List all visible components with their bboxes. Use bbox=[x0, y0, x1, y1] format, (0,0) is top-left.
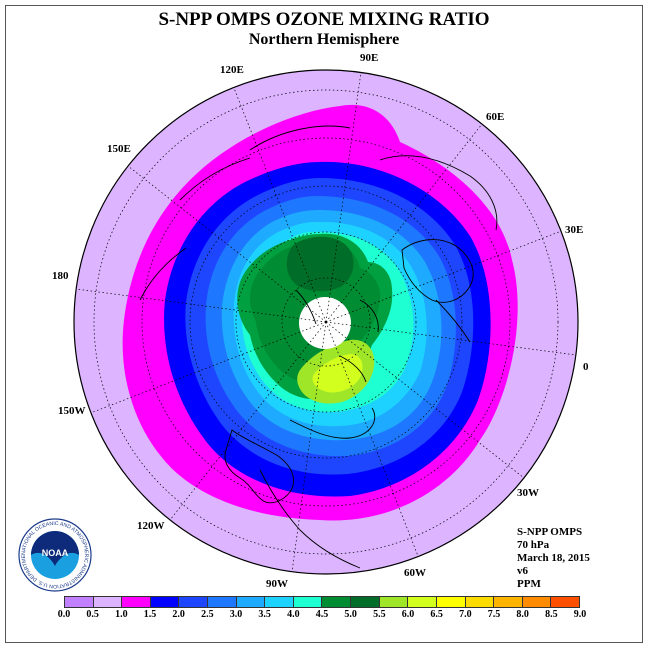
info-version: v6 bbox=[517, 565, 528, 577]
colorbar-cell bbox=[293, 597, 323, 607]
lon-label-60e: 60E bbox=[486, 111, 504, 123]
colorbar-tick-label: 4.5 bbox=[315, 609, 329, 620]
lon-label-150w: 150W bbox=[58, 405, 86, 417]
coastlines bbox=[139, 125, 498, 569]
lon-label-120w: 120W bbox=[137, 520, 165, 532]
colorbar-tick-label: 6.5 bbox=[430, 609, 443, 620]
meridian-lines bbox=[75, 71, 577, 573]
contour-5.5-6.0 bbox=[286, 236, 354, 292]
colorbar-cell bbox=[65, 597, 94, 607]
colorbar-tick-label: 6.0 bbox=[401, 609, 415, 620]
lon-label-90w: 90W bbox=[266, 578, 288, 590]
colorbar-cell bbox=[436, 597, 466, 607]
colorbar-tick-label: 1.5 bbox=[143, 609, 157, 620]
lon-label-120e: 120E bbox=[220, 64, 244, 76]
lon-label-90e: 90E bbox=[360, 52, 378, 64]
colorbar-tick-label: 9.0 bbox=[573, 609, 587, 620]
colorbar-cell bbox=[208, 597, 237, 607]
lon-label-180: 180 bbox=[52, 270, 69, 282]
colorbar-tick-label: 2.5 bbox=[201, 609, 214, 620]
colorbar bbox=[64, 596, 580, 608]
colorbar-cell bbox=[93, 597, 123, 607]
map-title: S-NPP OMPS OZONE MIXING RATIO bbox=[158, 9, 490, 30]
info-date: March 18, 2015 bbox=[517, 552, 590, 564]
lon-label-60w: 60W bbox=[404, 567, 426, 579]
colorbar-tick-label: 7.5 bbox=[487, 609, 501, 620]
colorbar-cell bbox=[379, 597, 409, 607]
colorbar-cell bbox=[322, 597, 352, 607]
colorbar-cell bbox=[150, 597, 180, 607]
colorbar-tick-label: 7.0 bbox=[459, 609, 472, 620]
info-instrument: S-NPP OMPS bbox=[517, 526, 583, 538]
colorbar-tick-label: 2.0 bbox=[172, 609, 185, 620]
colorbar-cell bbox=[494, 597, 523, 607]
lon-label-150e: 150E bbox=[107, 143, 131, 155]
colorbar-cell bbox=[351, 597, 380, 607]
colorbar-cell bbox=[551, 597, 579, 607]
colorbar-cell bbox=[408, 597, 437, 607]
colorbar-tick-label: 3.5 bbox=[258, 609, 271, 620]
info-units: PPM bbox=[517, 578, 541, 590]
colorbar-cell bbox=[522, 597, 552, 607]
colorbar-tick-label: 0.5 bbox=[86, 609, 99, 620]
colorbar-tick-label: 8.0 bbox=[516, 609, 529, 620]
colorbar-cell bbox=[465, 597, 495, 607]
colorbar-tick-label: 1.0 bbox=[115, 609, 128, 620]
noaa-logo-text: NOAA bbox=[42, 548, 69, 558]
colorbar-tick-label: 0.0 bbox=[57, 609, 71, 620]
colorbar-cell bbox=[236, 597, 266, 607]
colorbar-tick-label: 4.0 bbox=[287, 609, 300, 620]
noaa-logo: NATIONAL OCEANIC AND ATMOSPHERIC ADMINIS… bbox=[18, 518, 92, 592]
map-subtitle: Northern Hemisphere bbox=[248, 31, 400, 48]
lon-label-30e: 30E bbox=[565, 224, 583, 236]
ozone-field bbox=[74, 70, 578, 574]
lon-label-30w: 30W bbox=[517, 487, 539, 499]
lon-label-0: 0 bbox=[583, 361, 589, 373]
latitude-circles bbox=[93, 89, 559, 555]
colorbar-tick-label: 5.5 bbox=[373, 609, 386, 620]
map-boundary bbox=[73, 69, 579, 575]
info-level: 70 hPa bbox=[517, 539, 550, 551]
colorbar-tick-label: 5.0 bbox=[344, 609, 357, 620]
colorbar-cell bbox=[122, 597, 151, 607]
colorbar-tick-label: 3.0 bbox=[229, 609, 243, 620]
colorbar-ticks: 0.0 0.5 1.0 1.5 2.0 2.5 3.0 3.5 4.0 4.5 5.0 5.5 6.0 6… bbox=[0, 609, 648, 623]
colorbar-tick-label: 8.5 bbox=[545, 609, 558, 620]
figure-frame bbox=[5, 5, 643, 643]
colorbar-cell bbox=[265, 597, 294, 607]
colorbar-cell bbox=[179, 597, 209, 607]
